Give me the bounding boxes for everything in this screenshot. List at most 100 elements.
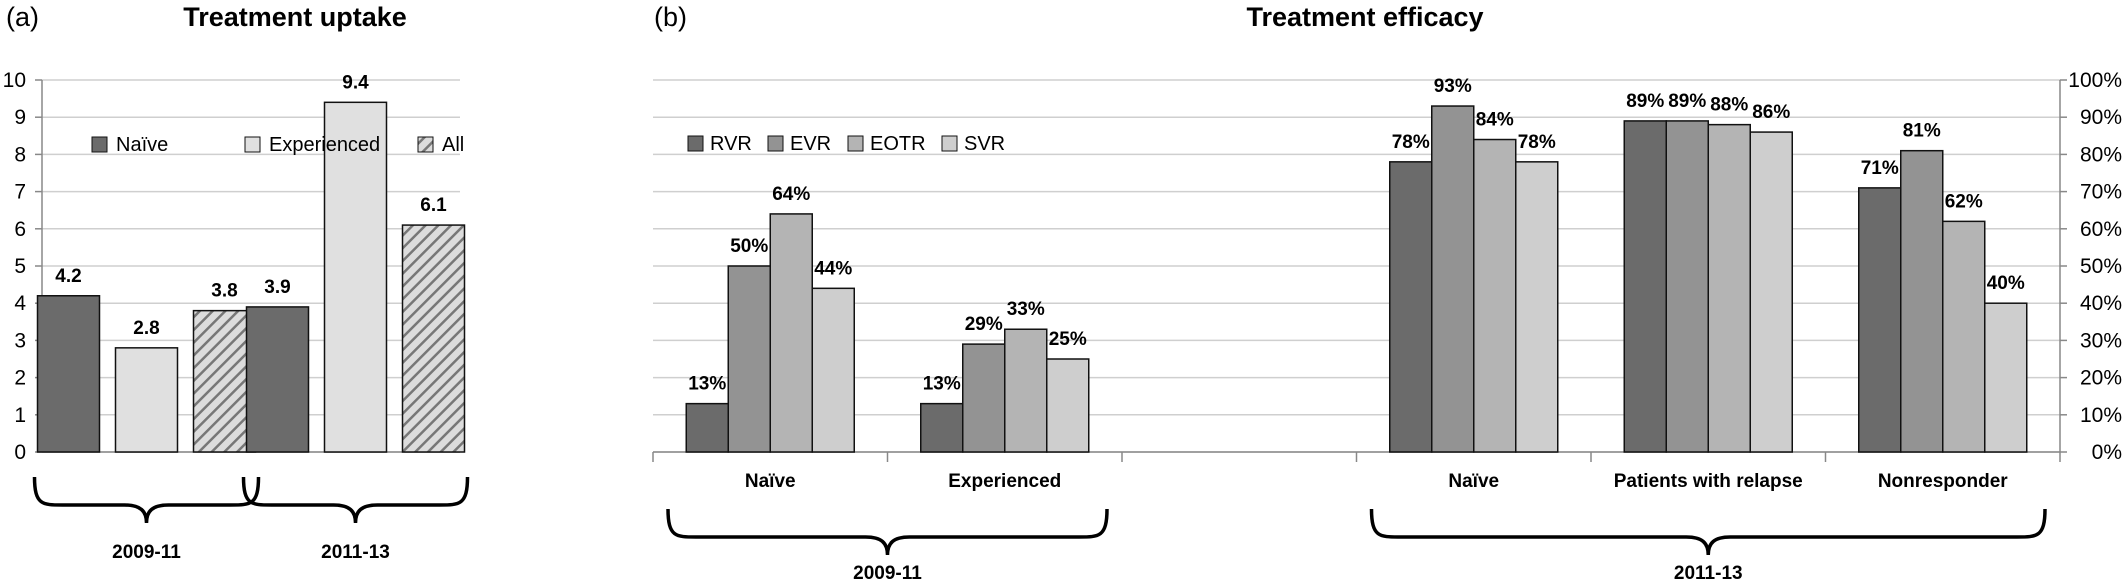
bar bbox=[1984, 302, 2028, 453]
data-label: 25% bbox=[1049, 329, 1087, 350]
group-brace bbox=[241, 476, 470, 524]
legend-swatch bbox=[687, 135, 704, 152]
bar bbox=[962, 343, 1006, 453]
bar bbox=[36, 295, 101, 453]
data-label: 9.4 bbox=[342, 72, 369, 93]
bar bbox=[1749, 131, 1793, 453]
data-label: 89% bbox=[1626, 91, 1664, 112]
bar bbox=[323, 101, 388, 453]
legend-label: EVR bbox=[790, 133, 831, 155]
y-tick-label: 30% bbox=[2080, 329, 2122, 352]
data-label: 62% bbox=[1945, 191, 1983, 212]
data-label: 88% bbox=[1710, 95, 1748, 116]
y-tick-label: 60% bbox=[2080, 218, 2122, 241]
panel-label: (a) bbox=[6, 2, 39, 32]
data-label: 29% bbox=[965, 314, 1003, 335]
bar bbox=[920, 402, 964, 453]
data-label: 64% bbox=[772, 184, 810, 205]
chart-title: Treatment efficacy bbox=[1246, 2, 1483, 32]
data-label: 6.1 bbox=[420, 195, 447, 216]
treatment-efficacy-chart: (b) Treatment efficacy 0% 10% 20% 30% 40% 50% 60… bbox=[652, 2, 2122, 583]
group-label: 2011-13 bbox=[1674, 563, 1743, 583]
group-brace bbox=[32, 476, 261, 524]
y-tick-label: 100% bbox=[2068, 69, 2122, 92]
data-label: 3.8 bbox=[211, 281, 237, 302]
group-label: 2009-11 bbox=[853, 563, 922, 583]
bar bbox=[245, 306, 310, 453]
data-label: 44% bbox=[814, 258, 852, 279]
y-tick-label: 3 bbox=[14, 329, 26, 352]
bar bbox=[769, 213, 813, 453]
treatment-uptake-chart: (a) Treatment uptake 0 1 2 3 4 5 6 7 8 9 10 4.2 2.8 3.8… bbox=[3, 2, 470, 563]
y-tick-label: 20% bbox=[2080, 367, 2122, 390]
bar bbox=[811, 287, 855, 453]
data-label: 2.8 bbox=[133, 318, 159, 339]
y-tick-label: 0% bbox=[2092, 441, 2122, 464]
y-tick-label: 40% bbox=[2080, 292, 2122, 315]
legend-label: RVR bbox=[710, 133, 752, 155]
bar bbox=[1515, 161, 1559, 453]
bar bbox=[1431, 105, 1475, 453]
legend-label: EOTR bbox=[870, 133, 926, 155]
category-label: Naïve bbox=[1448, 471, 1499, 492]
data-label: 13% bbox=[688, 374, 726, 395]
bar bbox=[1623, 120, 1667, 453]
bar bbox=[1046, 358, 1090, 453]
y-tick-label: 2 bbox=[14, 367, 26, 390]
data-label: 40% bbox=[1987, 273, 2025, 294]
y-tick-label: 80% bbox=[2080, 143, 2122, 166]
legend-swatch bbox=[847, 135, 864, 152]
y-tick-label: 5 bbox=[14, 255, 26, 278]
bar bbox=[727, 265, 771, 453]
y-tick-label: 90% bbox=[2080, 106, 2122, 129]
data-label: 78% bbox=[1392, 132, 1430, 153]
legend-label: All bbox=[442, 134, 464, 156]
bar bbox=[1665, 120, 1709, 453]
y-tick-label: 6 bbox=[14, 218, 26, 241]
y-tick-label: 1 bbox=[14, 404, 26, 427]
bar bbox=[1389, 161, 1433, 453]
legend-label: Naïve bbox=[116, 134, 168, 156]
data-label: 81% bbox=[1903, 121, 1941, 142]
data-label: 33% bbox=[1007, 299, 1045, 320]
data-label: 86% bbox=[1752, 102, 1790, 123]
y-tick-label: 70% bbox=[2080, 181, 2122, 204]
y-tick-label: 0 bbox=[14, 441, 26, 464]
data-label: 71% bbox=[1861, 158, 1899, 179]
bar bbox=[401, 224, 466, 453]
category-label: Experienced bbox=[948, 471, 1061, 492]
y-tick-label: 9 bbox=[14, 106, 26, 129]
bar bbox=[1473, 138, 1517, 453]
data-label: 3.9 bbox=[264, 277, 290, 298]
legend-swatch bbox=[417, 136, 434, 153]
group-brace bbox=[666, 508, 1109, 556]
category-label: Nonresponder bbox=[1878, 471, 2008, 492]
legend-swatch bbox=[941, 135, 958, 152]
group-brace bbox=[1369, 508, 2047, 556]
data-label: 89% bbox=[1668, 91, 1706, 112]
bar bbox=[1004, 328, 1048, 453]
y-tick-label: 4 bbox=[14, 292, 26, 315]
bar bbox=[1900, 149, 1944, 453]
y-tick-label: 50% bbox=[2080, 255, 2122, 278]
y-tick-label: 10% bbox=[2080, 404, 2122, 427]
data-label: 93% bbox=[1434, 76, 1472, 97]
bar bbox=[1942, 220, 1986, 453]
bar bbox=[1707, 123, 1751, 453]
bar bbox=[192, 309, 257, 453]
category-label: Patients with relapse bbox=[1614, 471, 1803, 492]
bar bbox=[1858, 187, 1902, 453]
legend-swatch bbox=[767, 135, 784, 152]
legend-label: Experienced bbox=[269, 134, 380, 156]
legend-label: SVR bbox=[964, 133, 1005, 155]
y-tick-label: 10 bbox=[3, 69, 26, 92]
bar bbox=[114, 347, 179, 453]
y-tick-label: 8 bbox=[14, 143, 26, 166]
legend-swatch bbox=[91, 136, 108, 153]
data-label: 50% bbox=[730, 236, 768, 257]
data-label: 13% bbox=[923, 374, 961, 395]
group-label: 2011-13 bbox=[321, 542, 390, 563]
data-label: 4.2 bbox=[55, 266, 81, 287]
chart-title: Treatment uptake bbox=[183, 2, 407, 32]
